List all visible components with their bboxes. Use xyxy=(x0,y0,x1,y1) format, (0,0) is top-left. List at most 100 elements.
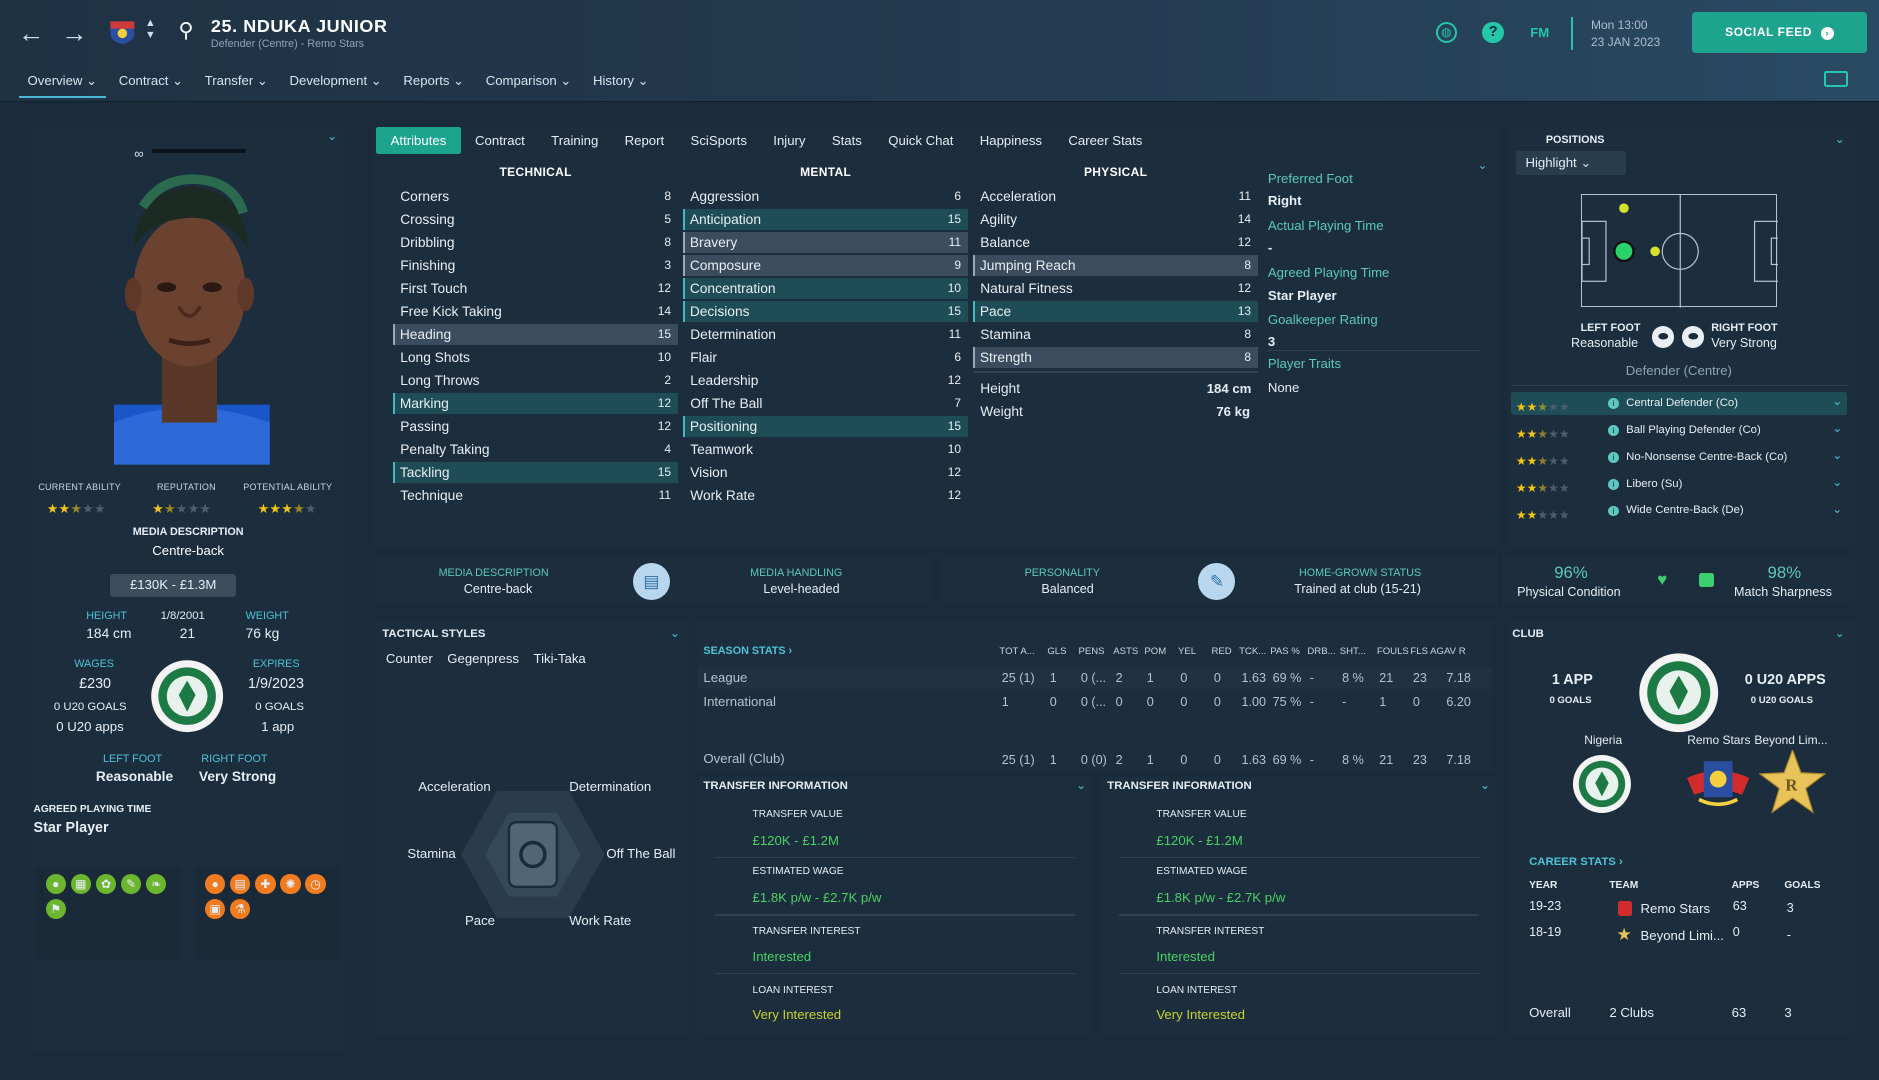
attribute-row[interactable]: Natural Fitness 12 xyxy=(973,278,1258,300)
attribute-row[interactable]: Bravery 11 xyxy=(683,231,969,254)
trait-icon[interactable]: ▦ xyxy=(70,873,92,894)
menu-reports[interactable]: Reports ⌄ xyxy=(403,73,465,89)
trait-icon[interactable]: ▤ xyxy=(230,873,251,894)
attribute-row[interactable]: Heading 15 xyxy=(393,323,679,346)
tab-injury[interactable]: Injury xyxy=(773,133,806,148)
club-chevron-icon[interactable]: ⌄ xyxy=(1834,625,1845,640)
season-col-header[interactable]: YEL xyxy=(1177,645,1197,657)
attribute-row[interactable]: Passing 12 xyxy=(393,416,678,438)
attribute-row[interactable]: Concentration 10 xyxy=(683,277,969,300)
profile-chevron-icon[interactable]: ⌄ xyxy=(327,129,338,144)
role-row[interactable]: ★★★★★ i Central Defender (Co) ⌄ xyxy=(1511,391,1847,415)
season-stats-link[interactable]: SEASON STATS › xyxy=(703,644,793,657)
attribute-row[interactable]: Composure 9 xyxy=(683,254,969,277)
nation-badge-icon[interactable] xyxy=(1572,754,1632,814)
role-chevron-icon[interactable]: ⌄ xyxy=(1832,475,1843,490)
trait-icon[interactable]: ● xyxy=(204,873,226,894)
season-row[interactable]: Overall (Club) 25 (1) 1 0 (0) 2 1 0 0 1.63 69 % -8… xyxy=(697,749,1490,771)
info-icon[interactable]: i xyxy=(1608,478,1619,490)
globe-icon[interactable]: ◍ xyxy=(1435,21,1458,44)
role-chevron-icon[interactable]: ⌄ xyxy=(1832,502,1843,517)
role-row[interactable]: ★★★★★ i Wide Centre-Back (De) ⌄ xyxy=(1511,500,1847,523)
season-col-header[interactable]: DRB... xyxy=(1307,645,1336,657)
menu-contract[interactable]: Contract ⌄ xyxy=(118,73,184,89)
season-col-header[interactable]: POM xyxy=(1144,645,1167,657)
attribute-row[interactable]: Dribbling 8 xyxy=(393,232,678,254)
trait-icon[interactable]: ✎ xyxy=(120,873,142,894)
season-col-header[interactable]: SHT... xyxy=(1339,645,1366,657)
attribute-row[interactable]: Corners 8 xyxy=(393,186,678,208)
tab-quick-chat[interactable]: Quick Chat xyxy=(888,133,954,148)
attribute-row[interactable]: Positioning 15 xyxy=(683,415,969,438)
attribute-row[interactable]: Leadership 12 xyxy=(683,370,968,392)
attribute-row[interactable]: Technique 11 xyxy=(393,485,678,507)
trait-icon[interactable]: ✿ xyxy=(95,873,117,894)
trait-icon[interactable]: ✺ xyxy=(280,873,301,894)
tab-contract[interactable]: Contract xyxy=(475,133,525,148)
attribute-row[interactable]: Strength 8 xyxy=(973,346,1259,369)
attribute-row[interactable]: Determination 11 xyxy=(683,324,968,346)
role-row[interactable]: ★★★★★ i Ball Playing Defender (Co) ⌄ xyxy=(1511,419,1847,442)
season-row[interactable]: International 1 0 0 (... 0 0 0 0 1.00 75 % - -1 0 6.2… xyxy=(697,691,1490,713)
menu-overview[interactable]: Overview ⌄ xyxy=(19,70,106,99)
player-switch-chevrons-icon[interactable]: ▲ ▼ xyxy=(144,16,156,41)
beyond-limits-crest-icon[interactable]: R xyxy=(1758,748,1827,815)
attribute-row[interactable]: Balance 12 xyxy=(973,232,1258,254)
attribute-row[interactable]: Agility 14 xyxy=(973,209,1258,231)
attribute-row[interactable]: Teamwork 10 xyxy=(683,439,968,461)
screen-icon[interactable] xyxy=(1823,70,1848,88)
transfer-chevron-icon[interactable]: ⌄ xyxy=(1076,777,1087,792)
season-col-header[interactable]: FOULS xyxy=(1376,645,1409,657)
attribute-row[interactable]: First Touch 12 xyxy=(393,278,678,300)
flask-trait-icon[interactable]: ⚗ xyxy=(230,898,251,920)
highlight-dropdown[interactable]: Highlight ⌄ xyxy=(1515,150,1627,175)
season-row[interactable]: League 25 (1) 1 0 (... 2 1 0 0 1.63 69 % -8 % 21 23 7… xyxy=(697,667,1491,690)
season-col-header[interactable]: TOT A... xyxy=(999,645,1035,657)
season-col-header[interactable]: PAS % xyxy=(1270,645,1300,657)
transfer-chevron-icon[interactable]: ⌄ xyxy=(1479,777,1490,792)
season-col-header[interactable]: PENS xyxy=(1078,645,1105,657)
trait-icon[interactable]: ✚ xyxy=(255,873,276,894)
menu-development[interactable]: Development ⌄ xyxy=(289,73,382,89)
role-chevron-icon[interactable]: ⌄ xyxy=(1832,394,1843,409)
search-icon[interactable]: ⚲ xyxy=(178,19,194,42)
season-col-header[interactable]: ASTS xyxy=(1113,645,1139,657)
tab-scisports[interactable]: SciSports xyxy=(690,133,747,148)
tab-stats[interactable]: Stats xyxy=(831,133,862,148)
attribute-row[interactable]: Tackling 15 xyxy=(393,461,679,484)
info-icon[interactable]: i xyxy=(1608,451,1619,463)
role-chevron-icon[interactable]: ⌄ xyxy=(1832,448,1843,463)
attribute-row[interactable]: Acceleration 11 xyxy=(973,186,1258,208)
role-row[interactable]: ★★★★★ i No-Nonsense Centre-Back (Co) ⌄ xyxy=(1511,446,1847,469)
flag-trait-icon[interactable]: ⚑ xyxy=(45,898,66,920)
attribute-row[interactable]: Aggression 6 xyxy=(683,186,968,208)
menu-history[interactable]: History ⌄ xyxy=(592,73,649,89)
season-col-header[interactable]: GLS xyxy=(1047,645,1067,657)
season-col-header[interactable]: TCK... xyxy=(1239,645,1267,657)
tactical-chevron-icon[interactable]: ⌄ xyxy=(669,625,680,640)
attribute-row[interactable]: Decisions 15 xyxy=(683,300,969,323)
season-col-header[interactable]: FLS AG xyxy=(1410,645,1444,657)
attribute-row[interactable]: Work Rate 12 xyxy=(683,485,968,507)
role-row[interactable]: ★★★★★ i Libero (Su) ⌄ xyxy=(1511,473,1847,496)
career-row[interactable]: 19-23 Remo Stars 63 3 xyxy=(1529,899,1841,923)
trait-icon[interactable]: ◷ xyxy=(305,873,326,894)
trait-icon[interactable]: ● xyxy=(45,873,66,894)
forward-arrow-icon[interactable]: → xyxy=(61,17,88,48)
help-icon[interactable]: ? xyxy=(1482,21,1504,44)
info-icon[interactable]: i xyxy=(1608,505,1619,517)
attribute-row[interactable]: Jumping Reach 8 xyxy=(973,254,1259,277)
season-col-header[interactable]: AV R xyxy=(1443,645,1466,657)
attribute-row[interactable]: Stamina 8 xyxy=(973,324,1258,346)
attribute-row[interactable]: Long Shots 10 xyxy=(393,347,678,369)
career-row[interactable]: 18-19 ★ Beyond Limi... 0 - xyxy=(1529,925,1841,949)
fm-logo[interactable]: FM xyxy=(1530,25,1550,41)
remo-stars-crest-icon[interactable] xyxy=(1687,754,1750,814)
tab-happiness[interactable]: Happiness xyxy=(979,133,1043,148)
menu-transfer[interactable]: Transfer ⌄ xyxy=(204,73,268,89)
trait-icon[interactable]: ▣ xyxy=(204,898,226,920)
info-icon[interactable]: i xyxy=(1608,424,1619,436)
tab-career-stats[interactable]: Career Stats xyxy=(1068,133,1143,148)
attribute-row[interactable]: Vision 12 xyxy=(683,462,968,484)
social-feed-button[interactable]: SOCIAL FEED › xyxy=(1692,11,1867,53)
